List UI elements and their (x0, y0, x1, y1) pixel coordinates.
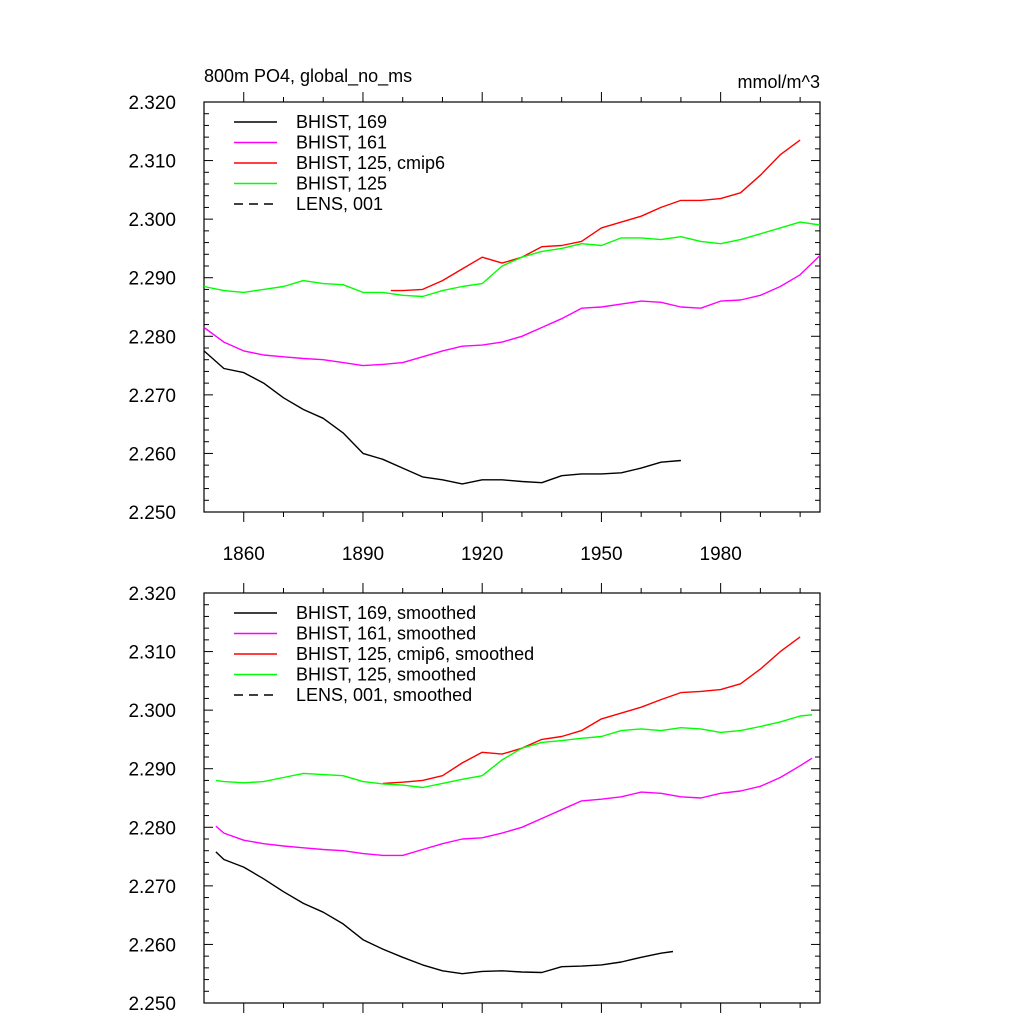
bottom-axis-ticks (204, 583, 820, 1013)
y-tick-label: 2.300 (128, 210, 176, 231)
series-line (203, 221, 821, 298)
series-line (215, 714, 813, 789)
y-tick-label: 2.250 (128, 994, 176, 1015)
bottom-plot-frame (203, 592, 821, 1004)
y-tick-label: 2.260 (128, 935, 176, 956)
top-y-tick-labels: 2.250 2.260 2.270 2.280 2.290 2.300 2.310 2.320 (128, 93, 176, 524)
legend-label: BHIST, 125, cmip6, smoothed (296, 644, 534, 664)
top-x-tick-labels: 1860 1890 1920 1950 1980 (223, 544, 742, 565)
series-line (215, 757, 813, 857)
y-tick-label: 2.290 (128, 269, 176, 290)
y-tick-label: 2.320 (128, 584, 176, 605)
legend-label: BHIST, 125 (296, 174, 387, 194)
y-tick-label: 2.260 (128, 444, 176, 465)
top-title: 800m PO4, global_no_ms (204, 66, 412, 87)
series-line (382, 636, 801, 785)
series-line (203, 350, 681, 485)
legend-label: LENS, 001 (296, 194, 383, 214)
legend-label: BHIST, 125, cmip6 (296, 153, 445, 173)
legend-label: BHIST, 169 (296, 112, 387, 132)
y-tick-label: 2.270 (128, 877, 176, 898)
top-axis-ticks (204, 92, 820, 522)
top-series-lines (203, 139, 821, 485)
series-line (390, 139, 801, 292)
bottom-panel: 2.250 2.260 2.270 2.280 2.290 2.300 2.310 2.320… (128, 583, 821, 1015)
series-line (215, 851, 674, 975)
series-line (203, 254, 821, 367)
legend-label: BHIST, 161, smoothed (296, 624, 476, 644)
y-tick-label: 2.280 (128, 327, 176, 348)
top-panel: 800m PO4, global_no_ms mmol/m^3 2.2502.2… (128, 66, 821, 565)
x-tick-label: 1950 (580, 544, 622, 565)
legend-label: LENS, 001, smoothed (296, 685, 472, 705)
legend-label: BHIST, 125, smoothed (296, 665, 476, 685)
y-tick-label: 2.310 (128, 152, 176, 173)
x-tick-label: 1980 (700, 544, 742, 565)
y-tick-label: 2.250 (128, 503, 176, 524)
bottom-series-lines (215, 636, 813, 975)
x-tick-label: 1920 (461, 544, 503, 565)
y-tick-label: 2.280 (128, 818, 176, 839)
top-plot-frame (203, 101, 821, 513)
legend-label: BHIST, 161 (296, 133, 387, 153)
bottom-y-tick-labels: 2.250 2.260 2.270 2.280 2.290 2.300 2.310 2.320 (128, 584, 176, 1015)
y-tick-label: 2.310 (128, 643, 176, 664)
x-tick-label: 1890 (342, 544, 384, 565)
x-tick-label: 1860 (223, 544, 265, 565)
y-tick-label: 2.290 (128, 760, 176, 781)
y-tick-label: 2.270 (128, 386, 176, 407)
legend-label: BHIST, 169, smoothed (296, 603, 476, 623)
y-tick-label: 2.300 (128, 701, 176, 722)
top-units: mmol/m^3 (738, 72, 820, 92)
y-tick-label: 2.320 (128, 93, 176, 114)
